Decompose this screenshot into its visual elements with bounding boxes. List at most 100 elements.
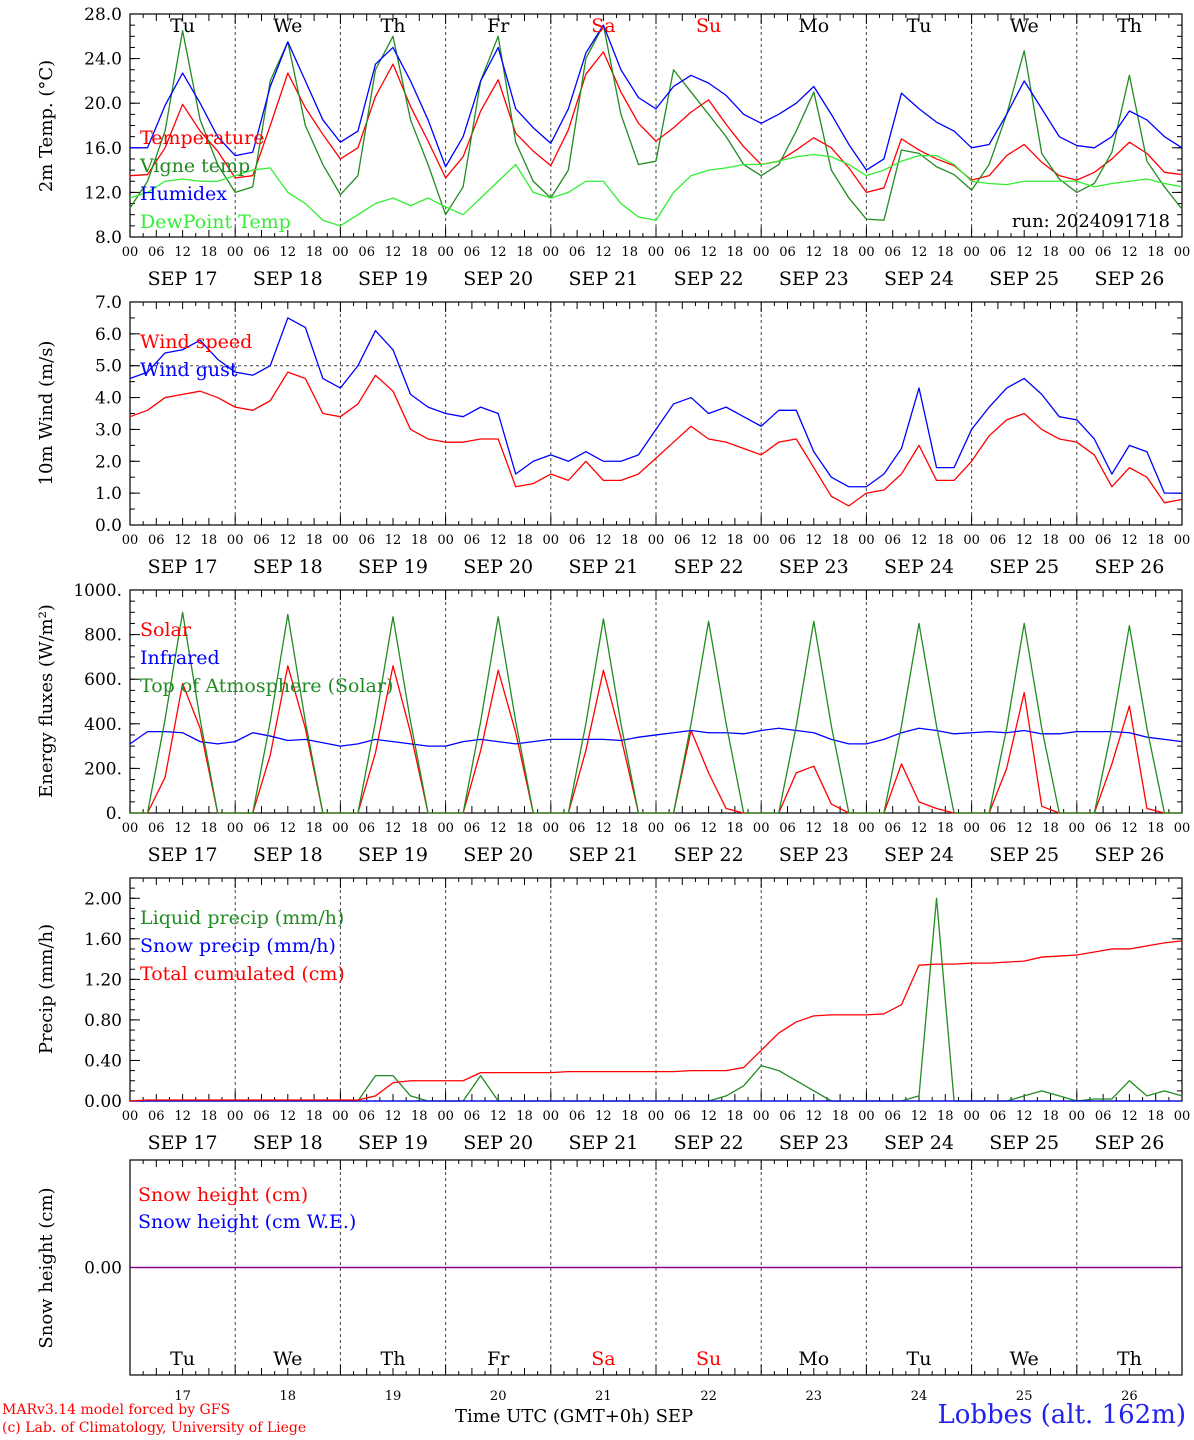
legend-entry: Total cumulated (cm)	[140, 963, 345, 985]
panel-4: 00 06 12 18 00 06 12 18 00 06 12 18 00 06 12 18 00 06 12 18…	[36, 877, 1191, 1154]
hour-tick-label: 18	[516, 1109, 533, 1124]
day-number-label: 22	[700, 1389, 717, 1404]
date-label: SEP 25	[989, 556, 1059, 578]
hour-tick-label: 18	[201, 245, 218, 260]
hour-tick-label: 06	[358, 533, 375, 548]
legend-entry: Snow height (cm)	[138, 1184, 308, 1206]
day-number-label: 26	[1121, 1389, 1138, 1404]
hour-tick-label: 00	[227, 245, 244, 260]
hour-tick-label: 12	[1121, 1109, 1138, 1124]
date-label: SEP 24	[884, 844, 954, 866]
hour-tick-label: 06	[358, 821, 375, 836]
panel-1: 00 06 12 18 00 06 12 18 00 06 12 18 00 06 12 18 00 06 12 18…	[36, 5, 1190, 290]
hour-tick-label: 00	[858, 1109, 875, 1124]
hour-tick-label: 12	[1121, 245, 1138, 260]
date-label: SEP 26	[1094, 1132, 1164, 1154]
hour-tick-label: 06	[884, 533, 901, 548]
date-label: SEP 20	[463, 844, 533, 866]
day-number-label: 19	[385, 1389, 402, 1404]
y-tick-label: 0.00	[84, 1259, 122, 1279]
y-tick-label: 2.0	[95, 452, 122, 472]
y-tick-label: 0.0	[95, 516, 122, 536]
day-number-label: 23	[806, 1389, 823, 1404]
legend-entry: Top of Atmosphere (Solar)	[140, 675, 393, 697]
date-label: SEP 20	[463, 1132, 533, 1154]
hour-tick-label: 00	[543, 533, 560, 548]
hour-tick-label: 00	[1174, 1109, 1191, 1124]
hour-tick-label: 06	[464, 1109, 481, 1124]
hour-tick-label: 12	[806, 245, 823, 260]
hour-tick-label: 00	[963, 821, 980, 836]
hour-tick-label: 18	[1042, 1109, 1059, 1124]
hour-tick-label: 06	[464, 533, 481, 548]
hour-tick-label: 00	[227, 533, 244, 548]
hour-tick-label: 06	[148, 533, 165, 548]
legend-entry: Snow precip (mm/h)	[140, 935, 336, 957]
hour-tick-label: 12	[911, 533, 928, 548]
y-tick-label: 0.	[106, 804, 122, 824]
hour-tick-label: 00	[332, 245, 349, 260]
day-number-label: 21	[595, 1389, 612, 1404]
station-name: Lobbes (alt. 162m)	[937, 1400, 1186, 1430]
hour-tick-label: 18	[1042, 533, 1059, 548]
y-tick-label: 800.	[84, 626, 122, 646]
hour-tick-label: 00	[437, 245, 454, 260]
hour-tick-label: 18	[306, 245, 323, 260]
hour-tick-label: 06	[884, 1109, 901, 1124]
date-label: SEP 23	[779, 268, 849, 290]
hour-tick-label: 12	[280, 533, 297, 548]
weekday-label: Tu	[907, 15, 932, 37]
hour-tick-label: 06	[1095, 1109, 1112, 1124]
hour-tick-label: 18	[937, 1109, 954, 1124]
date-label: SEP 24	[884, 268, 954, 290]
hour-tick-label: 06	[1095, 533, 1112, 548]
day-number-label: 24	[911, 1389, 928, 1404]
date-label: SEP 22	[674, 556, 744, 578]
panel-5: 0.00 Snow height (cm) Snow height (cm) Snow…	[36, 1159, 1183, 1404]
hour-tick-label: 18	[832, 245, 849, 260]
hour-tick-label: 00	[122, 1109, 139, 1124]
hour-tick-label: 18	[1147, 533, 1164, 548]
hour-tick-label: 06	[464, 245, 481, 260]
hour-tick-label: 12	[174, 245, 191, 260]
date-label: SEP 17	[148, 844, 218, 866]
hour-tick-label: 06	[990, 821, 1007, 836]
hour-tick-label: 00	[543, 245, 560, 260]
date-label: SEP 21	[568, 1132, 638, 1154]
date-label: SEP 21	[568, 556, 638, 578]
hour-tick-label: 12	[490, 1109, 507, 1124]
y-tick-label: 7.0	[95, 293, 122, 313]
weekday-label: Sa	[591, 1348, 615, 1370]
hour-tick-label: 00	[648, 1109, 665, 1124]
y-tick-label: 12.0	[84, 183, 122, 203]
hour-tick-label: 12	[280, 1109, 297, 1124]
y-tick-label: 24.0	[84, 50, 122, 70]
run-label: run: 2024091718	[1012, 211, 1170, 232]
legend-entry: Humidex	[140, 183, 227, 205]
hour-tick-label: 00	[648, 245, 665, 260]
hour-tick-label: 06	[990, 245, 1007, 260]
series-line-3	[130, 24, 1183, 171]
y-axis-label: 2m Temp. (°C)	[36, 60, 57, 192]
hour-tick-label: 00	[543, 821, 560, 836]
hour-tick-label: 00	[1069, 533, 1086, 548]
hour-tick-label: 06	[884, 245, 901, 260]
date-label: SEP 23	[779, 1132, 849, 1154]
hour-tick-label: 18	[1042, 245, 1059, 260]
hour-tick-label: 12	[806, 533, 823, 548]
hour-tick-label: 18	[832, 821, 849, 836]
hour-tick-label: 12	[595, 245, 612, 260]
hour-tick-label: 00	[648, 821, 665, 836]
weekday-label: We	[1010, 15, 1039, 37]
hour-tick-label: 06	[358, 1109, 375, 1124]
y-axis-label: Precip (mm/h)	[36, 924, 57, 1054]
series-line-3	[130, 611, 1182, 814]
date-label: SEP 22	[674, 1132, 744, 1154]
hour-tick-label: 12	[385, 533, 402, 548]
hour-tick-label: 06	[1095, 245, 1112, 260]
hour-tick-label: 00	[648, 533, 665, 548]
hour-tick-label: 00	[753, 1109, 770, 1124]
date-label: SEP 19	[358, 268, 428, 290]
hour-tick-label: 00	[753, 245, 770, 260]
hour-tick-label: 00	[753, 821, 770, 836]
